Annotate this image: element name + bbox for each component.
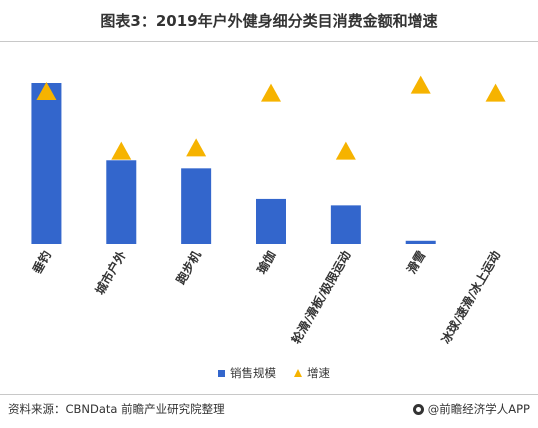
x-tick-label-6: 冰球/速滑/冰上运动: [438, 248, 503, 346]
growth-marker-0: [36, 82, 57, 101]
chart-title: 图表3：2019年户外健身细分类目消费金额和增速: [100, 12, 438, 30]
x-tick-label-1: 城市户外: [92, 248, 129, 297]
legend-item-growth: 增速: [294, 365, 330, 381]
x-tick-label-4: 轮滑/滑板/极限运动: [288, 248, 353, 346]
title-divider: [0, 41, 538, 42]
source-note: 资料来源：CBNData 前瞻产业研究院整理: [8, 402, 225, 416]
brand-logo-icon: [412, 403, 424, 415]
bar-4: [330, 205, 361, 244]
bar-0: [31, 83, 62, 244]
x-tick-label-2: 跑步机: [173, 248, 204, 287]
legend-growth-label: 增速: [307, 366, 330, 380]
legend-sales-label: 销售规模: [230, 366, 276, 380]
growth-marker-4: [335, 141, 356, 160]
chart-legend: 销售规模 增速: [218, 366, 348, 380]
growth-marker-6: [485, 83, 506, 102]
x-tick-label-3: 瑜伽: [254, 248, 279, 276]
brand-credit: @前瞻经济学人APP: [412, 401, 530, 417]
brand-text: @前瞻经济学人APP: [427, 402, 530, 416]
legend-triangle-swatch: [294, 369, 302, 377]
legend-item-sales: 销售规模: [218, 365, 276, 381]
bar-1: [106, 160, 137, 244]
bar-5: [405, 240, 436, 244]
growth-marker-5: [410, 75, 431, 94]
bar-chart: 垂钓 城市户外 跑步机 瑜伽 轮滑/滑板/极限运动 滑雪 冰球/速滑/冰上运动: [29, 75, 506, 346]
bar-2: [181, 168, 212, 244]
x-tick-label-5: 滑雪: [403, 248, 428, 276]
x-tick-label-0: 垂钓: [29, 248, 54, 276]
growth-marker-1: [111, 141, 132, 160]
growth-marker-2: [186, 138, 207, 157]
bar-3: [256, 198, 286, 244]
growth-marker-3: [261, 83, 281, 102]
legend-bar-swatch: [218, 369, 225, 377]
footer-divider: [0, 394, 538, 395]
